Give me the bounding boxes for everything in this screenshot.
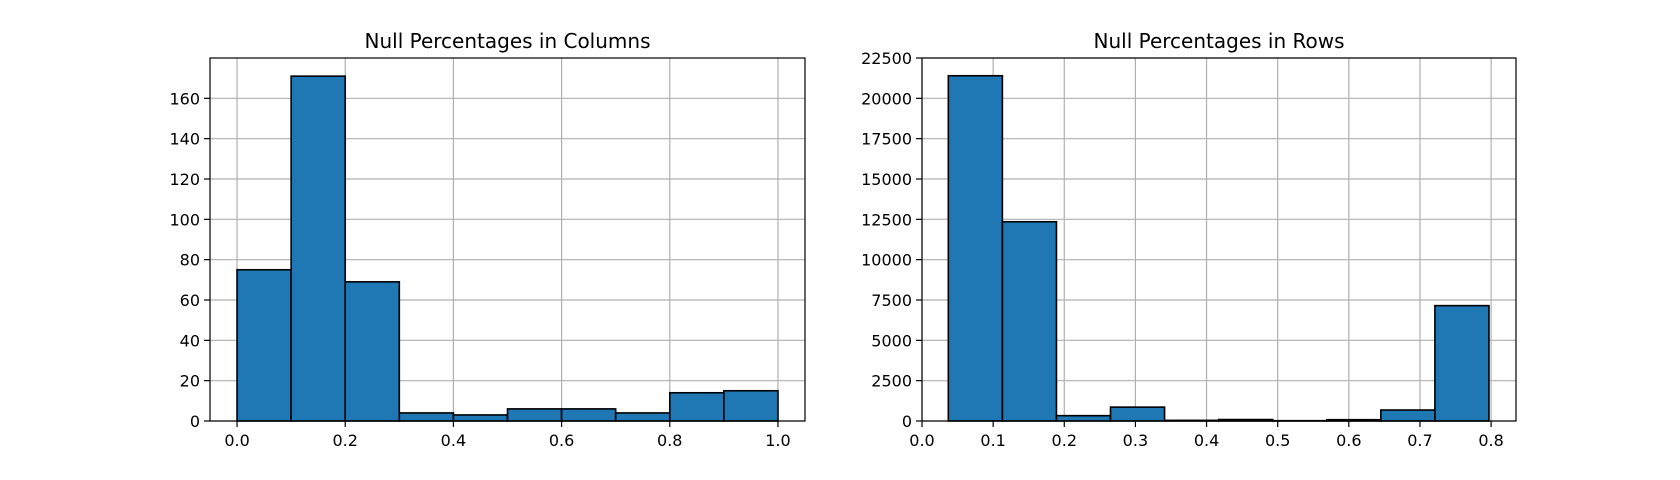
y-tick-label: 22500 (861, 49, 912, 68)
axes-frame (921, 57, 1517, 422)
y-tick-label: 80 (180, 251, 200, 270)
histogram-bar (1380, 409, 1436, 422)
y-tick-label: 160 (169, 89, 200, 108)
rows-null-histogram: 0.0 0.1 0.2 0.3 0.4 0.5 0.6 0.7 0.8 0 2500 5000 7500… (861, 29, 1517, 450)
histogram-bar (506, 408, 563, 422)
histogram-bar (614, 412, 671, 422)
y-tick-label: 40 (180, 331, 200, 350)
x-tick-label: 0.0 (909, 431, 934, 450)
y-tick-label: 7500 (871, 291, 912, 310)
histogram-bar (236, 268, 292, 422)
axes-frame (209, 57, 806, 422)
x-tick-label: 0.6 (549, 431, 574, 450)
chart-title: Null Percentages in Rows (1094, 29, 1345, 53)
y-tick-label: 2500 (871, 372, 912, 391)
histogram-bar (1055, 414, 1112, 422)
histogram-bar (723, 389, 779, 422)
histogram-bar (1434, 304, 1490, 422)
y-tick-label: 20 (180, 372, 200, 391)
y-tick-label: 60 (180, 291, 200, 310)
y-tick-label: 5000 (871, 331, 912, 350)
y-tick-label: 120 (169, 170, 200, 189)
y-tick-label: 15000 (861, 170, 912, 189)
histogram-bar (560, 408, 617, 422)
x-tick-label: 0.4 (1194, 431, 1219, 450)
x-tick-label: 0.2 (1052, 431, 1077, 450)
y-tick-label: 20000 (861, 89, 912, 108)
x-tick-label: 0.7 (1407, 431, 1432, 450)
histogram-bar (1001, 220, 1058, 422)
y-tick-label: 10000 (861, 251, 912, 270)
x-tick-label: 0.8 (657, 431, 682, 450)
x-tick-label: 0.4 (441, 431, 466, 450)
histogram-bar (1109, 406, 1166, 422)
histogram-bar (290, 75, 347, 422)
x-tick-label: 0.8 (1478, 431, 1503, 450)
x-tick-label: 0.5 (1265, 431, 1290, 450)
y-tick-label: 100 (169, 210, 200, 229)
y-tick-label: 140 (169, 130, 200, 149)
x-tick-label: 1.0 (765, 431, 790, 450)
columns-null-histogram: 0.0 0.2 0.4 0.6 0.8 1.0 0 20 40 60 80 100 120 140 160 N… (169, 29, 806, 450)
x-tick-label: 0.3 (1123, 431, 1148, 450)
histogram-bar (947, 74, 1004, 422)
x-tick-label: 0.6 (1336, 431, 1361, 450)
x-tick-label: 0.0 (224, 431, 249, 450)
chart-title: Null Percentages in Columns (365, 29, 651, 53)
histogram-bar (344, 281, 401, 422)
y-tick-label: 0 (190, 412, 200, 431)
histogram-bar (452, 414, 509, 422)
y-tick-label: 0 (902, 412, 912, 431)
histogram-bar (398, 412, 455, 422)
histogram-bar (668, 391, 725, 422)
y-tick-label: 17500 (861, 130, 912, 149)
x-tick-label: 0.2 (333, 431, 358, 450)
x-tick-label: 0.1 (980, 431, 1005, 450)
y-tick-label: 12500 (861, 210, 912, 229)
